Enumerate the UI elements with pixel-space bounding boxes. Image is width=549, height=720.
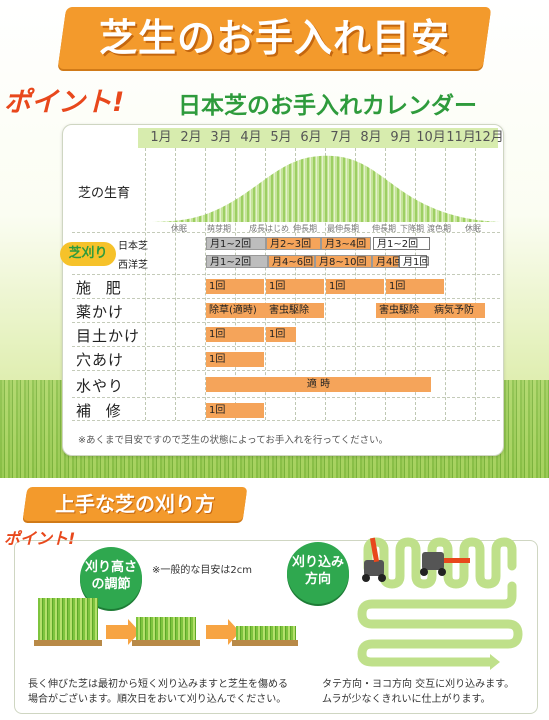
height-desc-line1: 長く伸びた芝は最初から短く刈り込みますと芝生を傷める [28,679,288,690]
mowing-bar: 月1~2回 [206,237,266,250]
page-title: 芝生のお手入れ目安 [98,16,450,60]
direction-badge: 刈り込み 方向 [287,542,349,604]
month-label: 12月 [474,130,504,145]
row-divider [72,298,500,299]
row-divider [72,274,500,275]
stage-label: 最伸長期 [327,224,359,233]
stage-label: 休眠 [465,224,481,233]
topdressing-bar: 1回 [266,327,296,342]
month-label: 4月 [240,130,262,145]
growth-curve [145,155,500,222]
grass-short-illustration [236,626,296,640]
stage-label: 下降期 [400,224,424,233]
mowing-bar: 月1~2回 [373,237,430,250]
repair-bar: 1回 [206,403,264,418]
aeration-bar: 1回 [206,352,264,367]
stage-label: 伸長期 [372,224,396,233]
grid-line [145,148,146,420]
mowing-bar: 月1~2回 [206,255,268,268]
guide-title: 上手な芝の刈り方 [55,492,215,516]
western-turf-label: 西洋芝 [118,260,148,271]
mowing-badge: 芝刈り [60,242,116,266]
stage-label: 渡色期 [427,224,451,233]
grid-line [325,148,326,420]
japanese-turf-label: 日本芝 [118,241,148,252]
stage-label: 成長はじめ [249,224,289,233]
month-label: 10月 [416,130,446,145]
soil-illustration [132,640,200,646]
mowing-bar: 月2~3回 [266,237,321,250]
calendar-note: ※あくまで目安ですので芝生の状態によってお手入れを行ってください。 [78,435,389,446]
growth-label: 芝の生育 [78,186,131,201]
grass-mid-illustration [136,617,196,640]
grid-line [265,148,266,420]
lawnmower-icon [420,552,470,576]
chemicals-bar: 病気予防 [431,303,485,318]
row-label-repair: 補 修 [76,402,126,420]
row-label-aeration: 穴あけ [76,351,125,369]
direction-desc-line1: タテ方向・ヨコ方向 交互に刈り込みます。 [322,679,515,690]
month-label: 2月 [180,130,202,145]
grid-line [385,148,386,420]
grass-tall-illustration [38,598,98,640]
row-label-topdressing: 目土かけ [76,327,141,345]
height-desc-line2: 場合がございます。順次日をおいて刈り込んでください。 [28,694,287,705]
month-label: 11月 [446,130,476,145]
mowing-bar: 月4~6回 [268,255,315,268]
grid-line [205,148,206,420]
fertilizer-bar: 1回 [326,279,384,294]
fertilizer-bar: 1回 [266,279,324,294]
row-divider [72,232,500,233]
month-label: 1月 [150,130,172,145]
watering-bar: 適 時 [206,377,431,392]
direction-desc-line2: ムラが少なくきれいに仕上がります。 [322,694,491,705]
soil-illustration [232,640,298,646]
mowing-bar: 月1回 [399,255,429,268]
month-label: 8月 [360,130,382,145]
grid-line [175,148,176,420]
chemicals-bar: 除草(適時) [206,303,266,318]
month-label: 9月 [390,130,412,145]
mowing-bar: 月8~10回 [315,255,372,268]
height-note: ※一般的な目安は2cm [152,565,252,576]
chemicals-bar: 害虫駆除 [266,303,324,318]
row-label-watering: 水やり [76,377,125,395]
grid-line [475,148,476,420]
mowing-path-illustration [357,537,523,670]
month-label: 3月 [210,130,232,145]
row-label-fertilizer: 施 肥 [76,279,126,297]
fertilizer-bar: 1回 [206,279,264,294]
lawnmower-icon [362,537,386,582]
row-divider [72,322,500,323]
row-divider [72,346,500,347]
arrow-right-icon [206,619,240,645]
point-label: ポイント! [4,87,125,118]
stage-label: 萌芽期 [207,224,231,233]
row-divider [72,370,500,371]
row-divider [72,397,500,398]
month-label: 6月 [300,130,322,145]
stage-label: 伸長期 [293,224,317,233]
calendar-title: 日本芝のお手入れカレンダー [178,93,477,119]
mowing-bar: 月3~4回 [321,237,371,250]
stage-label: 休眠 [171,224,187,233]
fertilizer-bar: 1回 [386,279,444,294]
chemicals-bar: 害虫駆除 [376,303,431,318]
row-label-chemicals: 薬かけ [76,303,125,321]
month-label: 5月 [270,130,292,145]
month-label: 7月 [330,130,352,145]
row-divider [72,420,500,421]
arrow-right-icon [106,619,140,645]
grid-line [445,148,446,420]
month-header [138,128,498,148]
guide-point-label: ポイント! [4,529,76,548]
soil-illustration [34,640,102,646]
mowing-bar: 月4回 [372,255,402,268]
topdressing-bar: 1回 [206,327,264,342]
